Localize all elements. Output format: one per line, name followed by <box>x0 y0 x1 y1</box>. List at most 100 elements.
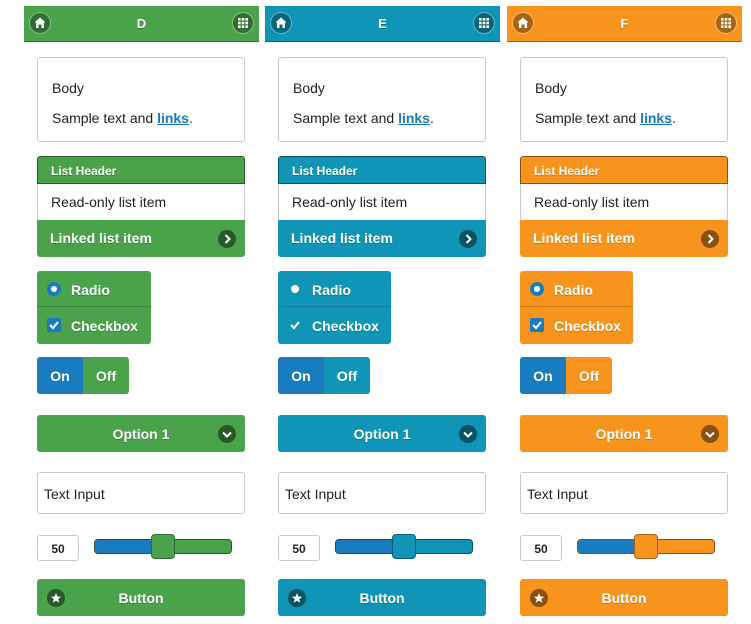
flip-off-label: Off <box>578 368 600 384</box>
button-label: Button <box>601 590 647 606</box>
list-item-linked[interactable]: Linked list item <box>278 220 486 257</box>
radio-label: Radio <box>312 282 351 298</box>
body-heading: Body <box>535 80 567 96</box>
flip-switch[interactable]: On Off <box>278 357 370 394</box>
home-icon[interactable] <box>271 13 291 33</box>
star-icon <box>530 589 548 607</box>
list-item-readonly: Read-only list item <box>278 184 486 220</box>
select-menu[interactable]: Option 1 <box>520 415 728 452</box>
radio-label: Radio <box>71 282 110 298</box>
checkbox-label: Checkbox <box>554 318 621 334</box>
flip-on-label: On <box>533 368 553 384</box>
grid-icon[interactable] <box>716 13 736 33</box>
slider-fill <box>578 540 647 553</box>
slider-value: 50 <box>534 542 548 556</box>
slider-value: 50 <box>292 542 306 556</box>
list-item-linked[interactable]: Linked list item <box>37 220 245 257</box>
flip-on[interactable]: On <box>520 357 566 394</box>
home-icon[interactable] <box>30 13 50 33</box>
body-link[interactable]: links <box>398 110 430 126</box>
body-text: Sample text and links. <box>52 110 193 126</box>
select-value: Option 1 <box>595 426 653 442</box>
list-item-linked-label: Linked list item <box>533 230 635 246</box>
list-item-linked[interactable]: Linked list item <box>520 220 728 257</box>
flip-off[interactable]: Off <box>83 357 129 394</box>
flip-switch[interactable]: On Off <box>520 357 612 394</box>
list-header: List Header <box>278 156 486 184</box>
list-item-readonly-label: Read-only list item <box>534 194 650 210</box>
header-bar: D <box>24 6 259 42</box>
text-input[interactable]: Text Input <box>520 472 728 514</box>
list-header-label: List Header <box>51 164 117 178</box>
slider-handle[interactable] <box>392 534 416 559</box>
header-bar: E <box>265 6 500 42</box>
list-item-readonly: Read-only list item <box>520 184 728 220</box>
text-input-value: Text Input <box>285 486 346 502</box>
slider-value-input[interactable]: 50 <box>520 535 562 561</box>
slider-value: 50 <box>51 542 65 556</box>
list-header: List Header <box>520 156 728 184</box>
theme-column-f: F Body Sample text and links. List Heade… <box>507 6 742 624</box>
button[interactable]: Button <box>278 579 486 616</box>
body-text-after: . <box>671 110 676 126</box>
checkbox-option[interactable]: Checkbox <box>520 307 633 344</box>
radio-icon <box>530 282 544 296</box>
body-link[interactable]: links <box>157 110 189 126</box>
button[interactable]: Button <box>37 579 245 616</box>
select-menu[interactable]: Option 1 <box>278 415 486 452</box>
body-card: Body Sample text and links. <box>520 57 728 142</box>
body-heading: Body <box>52 80 84 96</box>
flip-off[interactable]: Off <box>566 357 612 394</box>
chevron-down-icon <box>701 425 719 443</box>
text-input[interactable]: Text Input <box>37 472 245 514</box>
checkbox-label: Checkbox <box>71 318 138 334</box>
grid-icon[interactable] <box>233 13 253 33</box>
radio-icon <box>47 282 61 296</box>
list-header-label: List Header <box>292 164 358 178</box>
body-heading: Body <box>293 80 325 96</box>
checkmark-icon <box>288 318 302 332</box>
theme-column-e: E Body Sample text and links. List Heade… <box>265 6 500 624</box>
checkmark-icon <box>530 318 544 332</box>
header-title: D <box>136 16 147 31</box>
list-header-label: List Header <box>534 164 600 178</box>
slider-value-input[interactable]: 50 <box>278 535 320 561</box>
body-text-before: Sample text and <box>293 110 399 126</box>
slider-value-input[interactable]: 50 <box>37 535 79 561</box>
flip-switch[interactable]: On Off <box>37 357 129 394</box>
radio-label: Radio <box>554 282 593 298</box>
select-menu[interactable]: Option 1 <box>37 415 245 452</box>
chevron-right-icon <box>218 230 236 248</box>
chevron-down-icon <box>218 425 236 443</box>
flip-on[interactable]: On <box>278 357 324 394</box>
list-header: List Header <box>37 156 245 184</box>
listview: List Header Read-only list item Linked l… <box>278 156 486 257</box>
radio-checkbox-group: Radio Checkbox <box>520 271 633 344</box>
list-item-linked-label: Linked list item <box>291 230 393 246</box>
checkbox-option[interactable]: Checkbox <box>37 307 151 344</box>
button[interactable]: Button <box>520 579 728 616</box>
header-title: E <box>378 16 387 31</box>
slider-fill <box>95 540 164 553</box>
flip-off[interactable]: Off <box>324 357 370 394</box>
slider-handle[interactable] <box>151 534 175 559</box>
button-label: Button <box>118 590 164 606</box>
body-text: Sample text and links. <box>293 110 434 126</box>
flip-off-label: Off <box>336 368 358 384</box>
list-item-readonly-label: Read-only list item <box>51 194 167 210</box>
radio-option[interactable]: Radio <box>520 271 633 307</box>
flip-on[interactable]: On <box>37 357 83 394</box>
home-icon[interactable] <box>513 13 533 33</box>
grid-icon[interactable] <box>474 13 494 33</box>
slider-fill <box>336 540 405 553</box>
checkbox-option[interactable]: Checkbox <box>278 307 391 344</box>
list-item-readonly: Read-only list item <box>37 184 245 220</box>
button-label: Button <box>359 590 405 606</box>
text-input[interactable]: Text Input <box>278 472 486 514</box>
body-link[interactable]: links <box>640 110 672 126</box>
list-item-readonly-label: Read-only list item <box>292 194 408 210</box>
radio-option[interactable]: Radio <box>37 271 151 307</box>
slider-handle[interactable] <box>634 534 658 559</box>
text-input-value: Text Input <box>44 486 105 502</box>
radio-option[interactable]: Radio <box>278 271 391 307</box>
